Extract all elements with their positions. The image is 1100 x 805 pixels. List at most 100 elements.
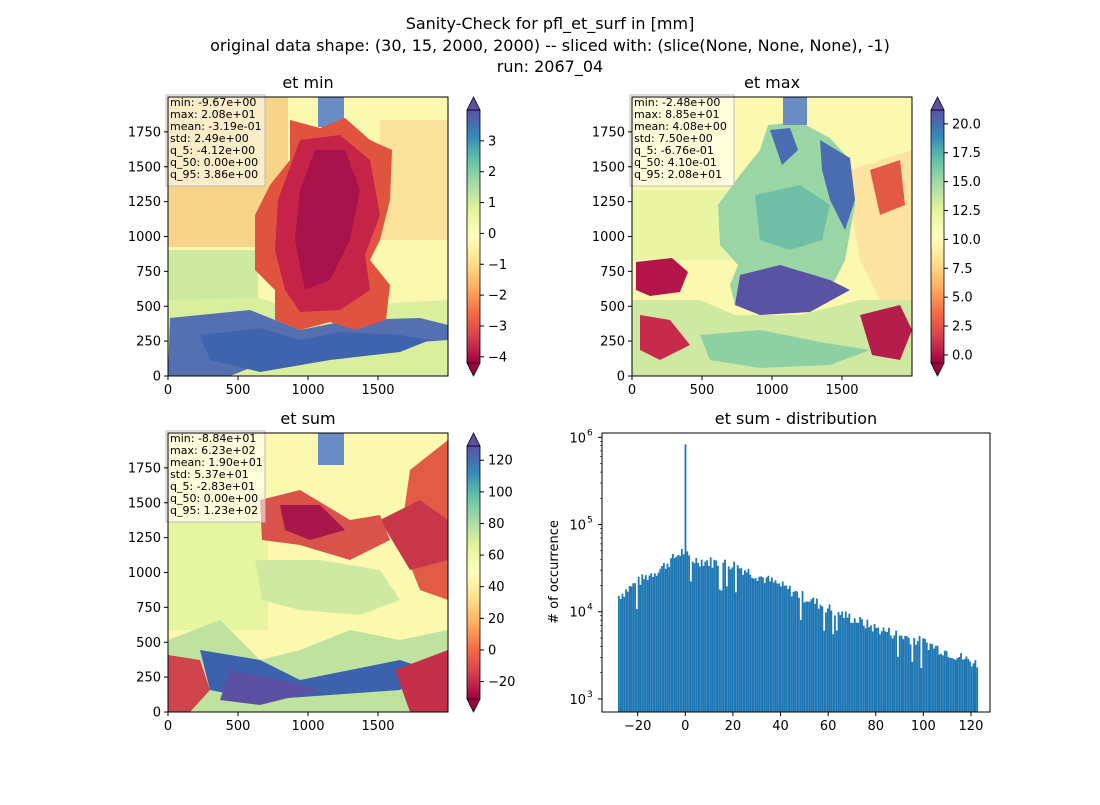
stat-q5: q_5: -2.83e+01 [170, 480, 255, 493]
histogram-bar [898, 635, 901, 712]
x-tick-label: 1000 [291, 383, 324, 398]
stat-q5: q_5: -6.76e-01 [634, 144, 714, 157]
histogram-bar [772, 582, 775, 712]
stats-box: min: -2.48e+00 max: 8.85e+01 mean: 4.08e… [629, 94, 735, 187]
colorbar: −4 −3 −2 −1 0 1 2 3 [466, 96, 507, 377]
histogram-bar [837, 612, 840, 712]
stat-q5: q_5: -4.12e+00 [170, 144, 255, 157]
x-tick-label: 1500 [825, 383, 858, 398]
histogram-bar [810, 599, 813, 712]
histogram-bar [745, 572, 748, 712]
colorbar: −20 0 20 40 60 80 100 120 [466, 432, 515, 713]
y-tick-exponent: 5 [587, 516, 593, 526]
histogram-bar [922, 638, 925, 712]
colorbar-tick-label: −20 [488, 675, 515, 690]
colorbar-tick-label: 100 [488, 485, 513, 500]
histogram-bar [943, 650, 946, 712]
panel-et-max: et max min: -2.48e+00 max: 8.85e+01 mean… [592, 73, 981, 398]
histogram-bar [754, 578, 757, 712]
colorbar-ticks: −4 −3 −2 −1 0 1 2 3 [480, 134, 507, 365]
stat-q50: q_50: 0.00e+00 [170, 492, 258, 505]
histogram-bar [805, 601, 808, 712]
histogram-bar [909, 644, 912, 712]
histogram-bar [801, 591, 804, 712]
histogram-bar [958, 656, 961, 712]
histogram-bar [693, 563, 696, 712]
colorbar-tick-label: 5.0 [952, 291, 973, 306]
colorbar-tick-label: 0 [488, 227, 496, 242]
y-tick-label: 1500 [592, 160, 625, 175]
histogram-bar [807, 601, 809, 712]
histogram-bar [707, 565, 710, 712]
histogram-bar [952, 659, 955, 712]
histogram-bar [848, 613, 851, 712]
histogram-bar [778, 583, 781, 712]
x-tick-label: −20 [624, 719, 651, 734]
histogram-bar [758, 576, 761, 712]
y-tick-label: 1250 [128, 531, 161, 546]
colorbar: 0.0 2.5 5.0 7.5 10.0 12.5 15.0 17.5 20.0 [930, 96, 981, 377]
figure-title: Sanity-Check for pfl_et_surf in [mm] [406, 14, 695, 34]
histogram-bar [963, 659, 966, 712]
histogram-bar [798, 597, 800, 712]
histogram-bar [884, 631, 887, 712]
heatmap-image [168, 97, 448, 376]
histogram-bar [972, 663, 975, 712]
y-tick-label: 1250 [592, 195, 625, 210]
y-tick-label: 1750 [592, 125, 625, 140]
histogram-bar [727, 566, 730, 712]
colorbar-tick-label: 3 [488, 134, 496, 149]
x-tick-label: 0 [164, 719, 172, 734]
histogram-bar [877, 627, 880, 712]
colorbar-tick-label: 60 [488, 549, 505, 564]
histogram-bar [628, 586, 631, 712]
histogram-bar [776, 583, 779, 712]
y-tick-label: 750 [136, 265, 161, 280]
histogram-bar [925, 642, 928, 712]
stat-min: min: -8.84e+01 [170, 432, 256, 445]
colorbar-tick-label: −2 [488, 289, 507, 304]
histogram-bar [740, 568, 743, 712]
histogram-bar [888, 627, 890, 712]
y-tick-label: 1750 [128, 125, 161, 140]
histogram-bar [839, 615, 842, 712]
x-tick-label: 20 [725, 719, 742, 734]
histogram-bar [646, 579, 649, 712]
histogram-bar [711, 567, 714, 712]
histogram-bar [617, 595, 620, 712]
histogram-bar [918, 635, 921, 712]
histogram-bar [947, 657, 950, 712]
histogram-bar [934, 645, 937, 712]
y-tick-exponent: 6 [587, 428, 593, 438]
histogram-bar [749, 574, 752, 712]
histogram-bar [821, 606, 824, 712]
histogram-bar [751, 577, 754, 712]
histogram-bar [689, 581, 692, 712]
histogram-bar [706, 560, 708, 712]
axis-ticks: 0 500 1000 1500 0 250 500 750 1000 1250 1500 1750 [128, 125, 395, 398]
histogram-bar [866, 619, 869, 712]
panel-title: et sum - distribution [715, 409, 877, 428]
histogram-bar [942, 655, 944, 712]
colorbar-tick-label: −3 [488, 319, 507, 334]
colorbar-tick-label: 10.0 [952, 233, 981, 248]
histogram-bar [911, 661, 914, 712]
histogram-bar [808, 601, 811, 712]
y-tick-label: 10 [569, 431, 586, 446]
histogram-bar [780, 586, 782, 712]
histogram-bar [641, 574, 644, 712]
y-tick-exponent: 4 [587, 603, 593, 613]
y-tick-label: 250 [600, 335, 625, 350]
y-tick-label: 1750 [128, 461, 161, 476]
histogram-bar [814, 603, 817, 712]
stat-std: std: 7.50e+00 [634, 132, 713, 145]
histogram-bar [715, 560, 717, 712]
colorbar-ticks: −20 0 20 40 60 80 100 120 [480, 454, 515, 690]
histogram-bar [704, 561, 707, 712]
histogram-bar [965, 656, 968, 712]
histogram-bar [697, 562, 699, 712]
histogram-bar [817, 608, 820, 712]
stat-std: std: 5.37e+01 [170, 468, 249, 481]
y-tick-label: 1500 [128, 496, 161, 511]
colorbar-tick-label: 0.0 [952, 348, 973, 363]
